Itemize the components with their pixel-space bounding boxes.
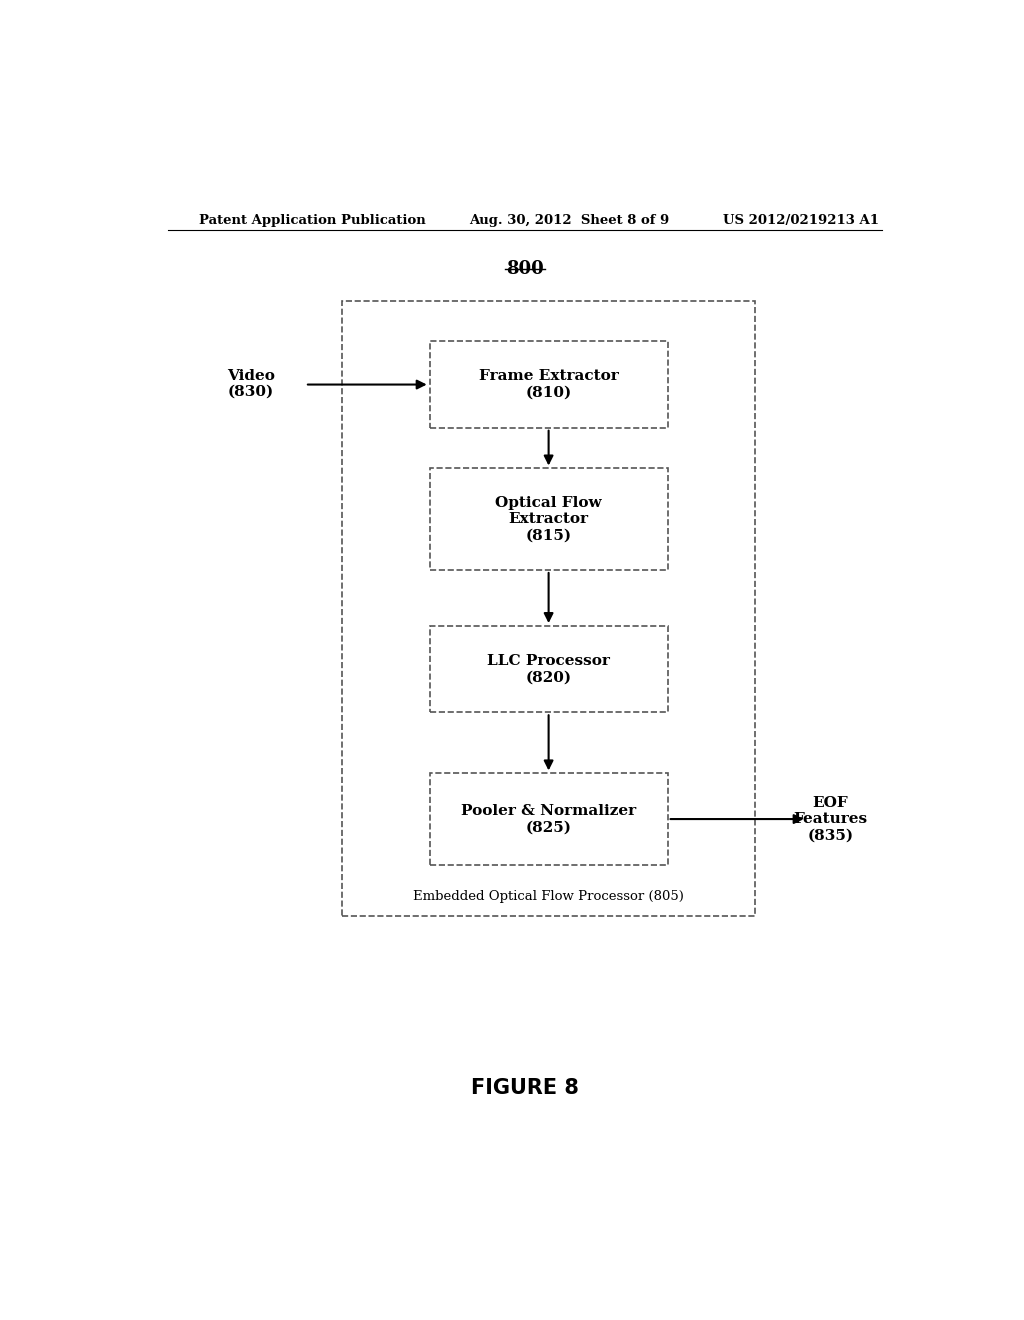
Text: Pooler & Normalizer
(825): Pooler & Normalizer (825) bbox=[461, 804, 636, 834]
Text: Aug. 30, 2012  Sheet 8 of 9: Aug. 30, 2012 Sheet 8 of 9 bbox=[469, 214, 670, 227]
FancyBboxPatch shape bbox=[430, 469, 668, 570]
Text: FIGURE 8: FIGURE 8 bbox=[471, 1078, 579, 1098]
FancyBboxPatch shape bbox=[342, 301, 755, 916]
FancyBboxPatch shape bbox=[430, 342, 668, 428]
Text: Embedded Optical Flow Processor (805): Embedded Optical Flow Processor (805) bbox=[413, 891, 684, 903]
Text: 800: 800 bbox=[506, 260, 544, 279]
Text: EOF
Features
(835): EOF Features (835) bbox=[794, 796, 867, 842]
FancyBboxPatch shape bbox=[430, 626, 668, 713]
Text: Frame Extractor
(810): Frame Extractor (810) bbox=[479, 370, 618, 400]
Text: Optical Flow
Extractor
(815): Optical Flow Extractor (815) bbox=[496, 496, 602, 543]
Text: Patent Application Publication: Patent Application Publication bbox=[200, 214, 426, 227]
Text: LLC Processor
(820): LLC Processor (820) bbox=[487, 653, 610, 684]
Text: US 2012/0219213 A1: US 2012/0219213 A1 bbox=[723, 214, 880, 227]
FancyBboxPatch shape bbox=[430, 774, 668, 865]
Text: Video
(830): Video (830) bbox=[227, 370, 275, 399]
